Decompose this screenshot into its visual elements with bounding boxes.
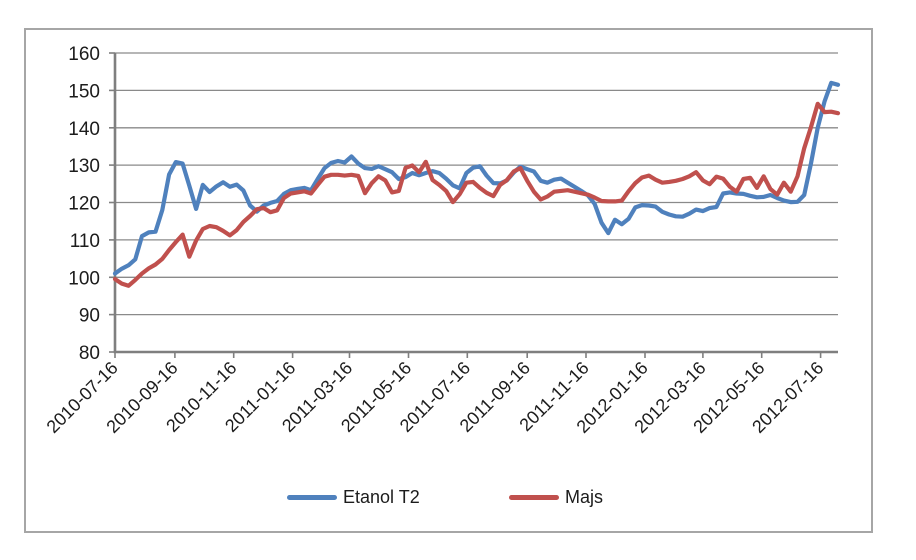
legend-item-majs: Majs — [509, 486, 603, 508]
majs-legend-line-icon — [509, 494, 559, 500]
series-line-etanol-t2 — [112, 80, 841, 276]
y-tick-label: 120 — [68, 194, 100, 215]
etanol-legend-line-icon — [287, 494, 337, 500]
chart-frame: 80 90 100 110 120 130 140 150 160 2010-07-16 2010-… — [24, 28, 873, 533]
y-tick-label: 150 — [68, 81, 100, 102]
y-tick-label: 140 — [68, 119, 100, 140]
y-tick-label: 100 — [68, 268, 100, 289]
series-line-majs — [112, 101, 841, 288]
legend-label-etanol: Etanol T2 — [343, 486, 420, 507]
y-tick-label: 80 — [79, 343, 100, 364]
chart-plot: 80901001101201301401501602010-07-162010-… — [43, 44, 841, 437]
y-tick-label: 160 — [68, 44, 100, 65]
y-tick-label: 130 — [68, 156, 100, 177]
y-tick-label: 90 — [79, 306, 100, 327]
legend-item-etanol: Etanol T2 — [287, 486, 420, 508]
legend-label-majs: Majs — [565, 486, 604, 507]
y-tick-label: 110 — [70, 231, 100, 252]
